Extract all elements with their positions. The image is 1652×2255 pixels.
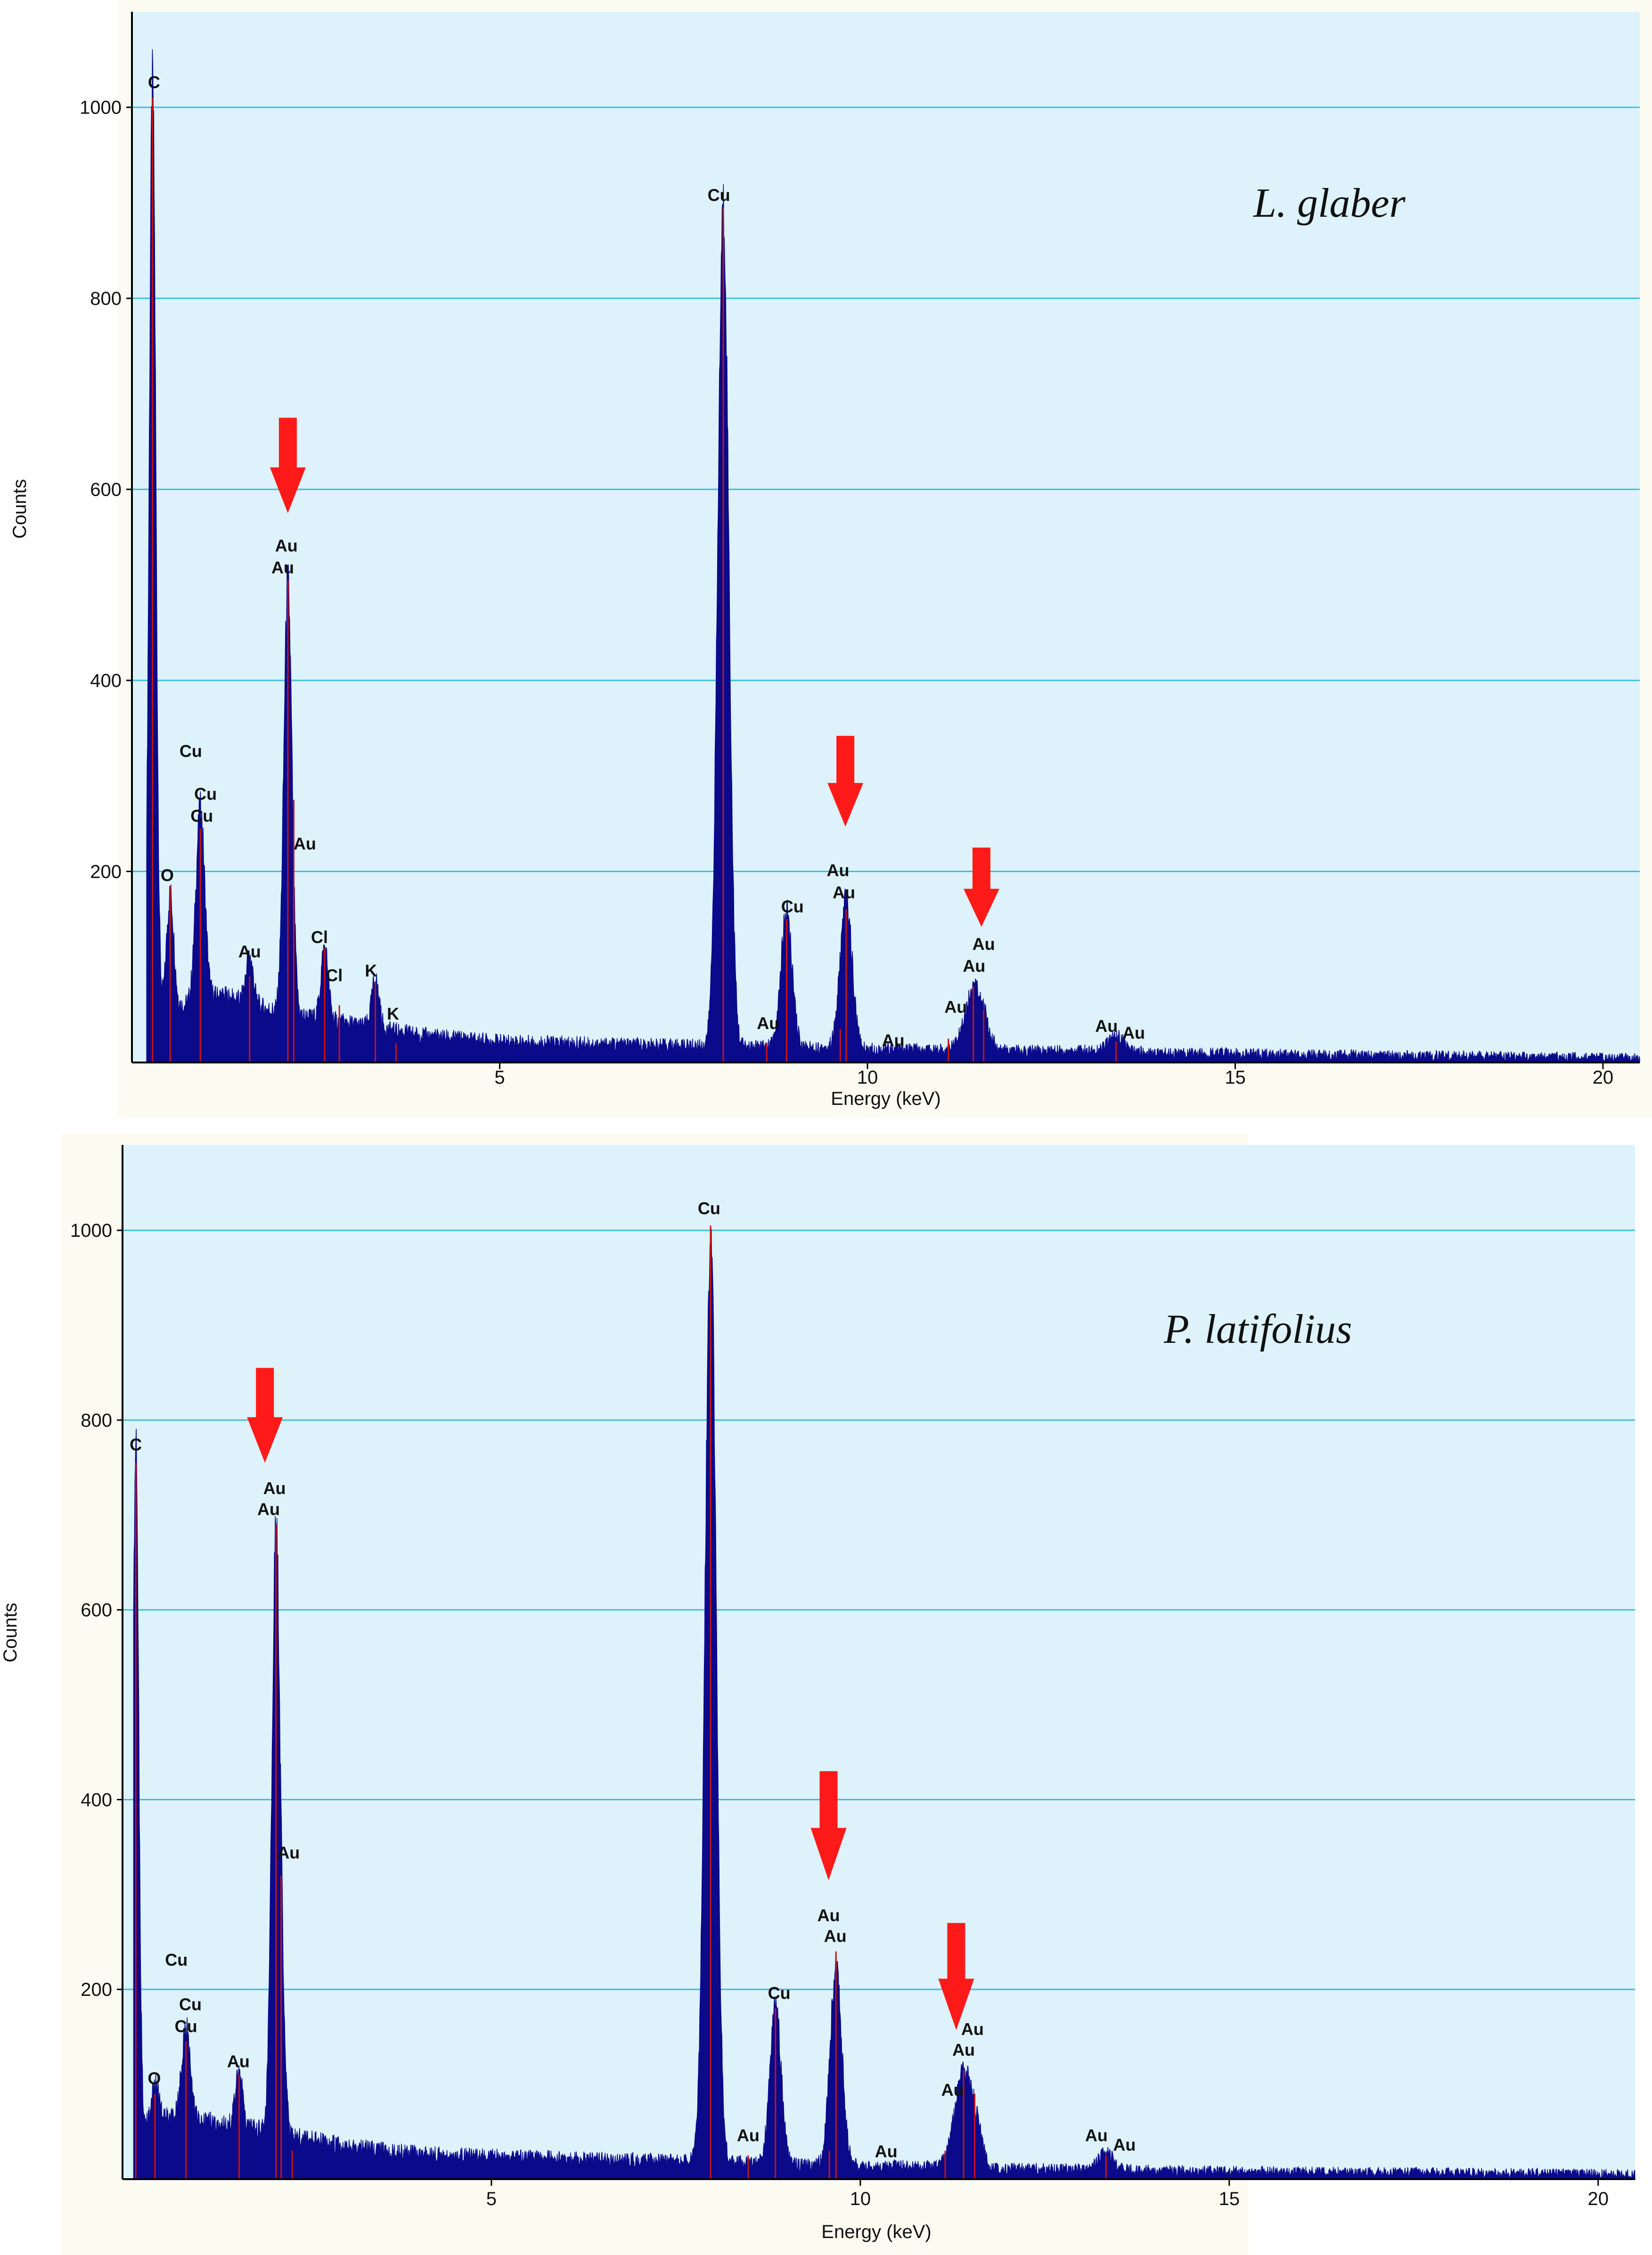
chart-l-glaber: 200 400 600 800 1000 5 10 15 20 Energy (keV) Count…	[9, 0, 1652, 1117]
peak-label: Au	[944, 997, 967, 1017]
y-tick-label: 600	[90, 480, 122, 500]
x-tick-label: 5	[494, 1067, 505, 1088]
peak-label: Cu	[708, 185, 730, 204]
au-arrow	[247, 1368, 283, 1463]
peak-label: Au	[973, 934, 995, 954]
peak-label: Au	[827, 861, 850, 880]
peak-label: C	[148, 73, 160, 92]
y-tick-label: 600	[81, 1600, 112, 1621]
peak-label: Au	[961, 2019, 984, 2039]
peak-label: Cu	[768, 1983, 791, 2002]
y-axis-title: Counts	[9, 479, 30, 539]
peak-label: C	[130, 1435, 142, 1454]
au-arrow	[270, 417, 306, 514]
au-arrow	[810, 1771, 847, 1880]
x-tick-label: 5	[486, 2189, 497, 2209]
peak-label: Au	[824, 1927, 847, 1946]
peak-label: Au	[952, 2040, 975, 2059]
plot-area	[132, 12, 1640, 1062]
au-arrow	[938, 1923, 974, 2030]
peak-label: Au	[271, 558, 294, 577]
peak-label: O	[161, 866, 174, 885]
peak-label: Au	[227, 2051, 250, 2071]
y-tick-label: 200	[90, 862, 122, 882]
y-tick-label: 800	[81, 1410, 112, 1431]
peak-label: Au	[263, 1479, 286, 1498]
peak-label: Cu	[175, 2017, 197, 2036]
peak-label: K	[365, 961, 377, 980]
y-axis-title: Counts	[0, 1603, 21, 1663]
peak-label: Cu	[698, 1199, 720, 1218]
peak-label: Au	[275, 536, 298, 555]
peak-label: Au	[294, 834, 316, 853]
species-title: L. glaber	[1252, 180, 1406, 226]
spectrum-area	[146, 49, 1640, 1063]
peak-label: O	[147, 2069, 161, 2088]
y-tick-label: 1000	[80, 98, 122, 118]
peak-label: Cu	[165, 1950, 188, 1969]
peak-label: Cu	[180, 741, 202, 760]
peak-label: Au	[941, 2080, 964, 2100]
peak-label: Cu	[190, 806, 213, 825]
peak-label: Au	[818, 1905, 840, 1925]
peak-label: Cu	[781, 897, 804, 916]
chart-p-latifolius: 200 400 600 800 1000 5 10 15 20 Energy (keV) Count…	[0, 1133, 1636, 2255]
peak-label: Au	[882, 1031, 905, 1050]
peak-label: Au	[833, 882, 855, 902]
x-tick-label: 15	[1225, 1067, 1246, 1088]
peak-label: Au	[238, 942, 261, 961]
peak-label: Cu	[194, 784, 217, 804]
x-tick-label: 20	[1587, 2189, 1609, 2209]
peak-label: Au	[963, 956, 985, 975]
peak-label: Au	[1113, 2135, 1136, 2155]
species-title: P. latifolius	[1163, 1307, 1352, 1352]
peak-label: Au	[1085, 2125, 1108, 2145]
peak-label: Cl	[326, 966, 343, 985]
peak-label: Au	[277, 1843, 300, 1862]
peak-label: Cu	[179, 1995, 202, 2014]
y-tick-label: 1000	[70, 1220, 112, 1241]
y-tick-label: 400	[81, 1789, 112, 1810]
y-tick-label: 200	[81, 1979, 112, 2000]
peak-label: Au	[737, 2125, 760, 2145]
au-arrow	[963, 847, 999, 927]
x-tick-label: 10	[857, 1067, 878, 1088]
peak-label: Au	[875, 2142, 898, 2161]
x-axis-title: Energy (keV)	[831, 1088, 940, 1109]
x-axis-title: Energy (keV)	[821, 2222, 931, 2242]
y-tick-label: 400	[90, 670, 122, 691]
au-arrow	[827, 735, 864, 827]
peak-label: K	[387, 1004, 399, 1023]
peak-label: Au	[1095, 1016, 1118, 1036]
peak-label: Au	[257, 1499, 280, 1519]
spectrum-area	[133, 1229, 1636, 2180]
peak-label: Cl	[311, 928, 328, 947]
y-tick-label: 800	[90, 288, 122, 309]
peak-label: Au	[1122, 1023, 1145, 1042]
peak-label: Au	[757, 1013, 779, 1033]
plot-area	[123, 1145, 1635, 2179]
x-tick-label: 10	[850, 2189, 871, 2209]
x-tick-label: 15	[1219, 2189, 1240, 2209]
x-tick-label: 20	[1593, 1067, 1614, 1088]
